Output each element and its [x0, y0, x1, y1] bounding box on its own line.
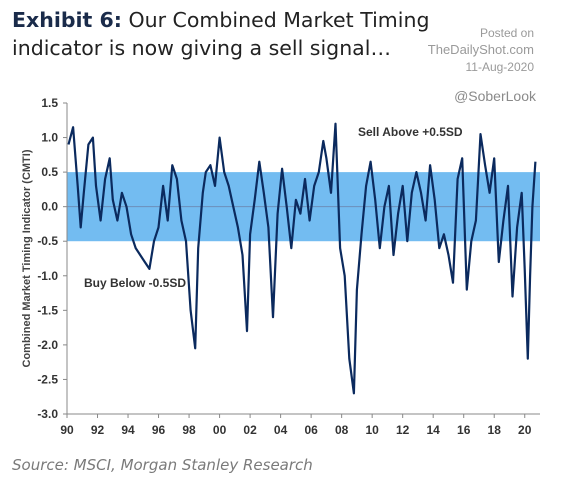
y-tick-label: 0.5: [41, 165, 58, 179]
y-tick-label: 1.5: [41, 96, 58, 110]
posted-on-label: Posted on: [479, 26, 534, 40]
x-tick-label: 18: [488, 423, 502, 437]
y-tick-label: -2.5: [37, 372, 58, 386]
posted-stamp: Posted on TheDailyShot.com 11-Aug-2020: [428, 26, 534, 76]
y-tick-label: -1.5: [37, 303, 58, 317]
x-tick-label: 90: [60, 423, 74, 437]
source-note: Source: MSCI, Morgan Stanley Research: [12, 456, 313, 474]
buy-annotation: Buy Below -0.5SD: [84, 276, 186, 290]
twitter-handle: @SoberLook: [454, 88, 536, 104]
y-tick-label: -0.5: [37, 234, 58, 248]
y-tick-label: 1.0: [41, 131, 58, 145]
x-tick-label: 16: [457, 423, 471, 437]
y-axis-label: Combined Market Timing Indicator (CMTI): [21, 149, 33, 367]
x-tick-label: 96: [152, 423, 166, 437]
x-tick-label: 06: [304, 423, 318, 437]
site-label: TheDailyShot.com: [427, 42, 534, 57]
x-tick-label: 14: [427, 423, 441, 437]
cmti-series-line: [67, 122, 537, 395]
x-tick-label: 00: [213, 423, 227, 437]
x-tick-label: 12: [396, 423, 410, 437]
x-tick-label: 92: [91, 423, 105, 437]
sell-annotation: Sell Above +0.5SD: [358, 125, 463, 139]
chart-title: Exhibit 6: Our Combined Market Timing in…: [12, 6, 432, 62]
exhibit-label: Exhibit 6:: [12, 8, 122, 32]
date-label: 11-Aug-2020: [465, 60, 535, 74]
y-tick-label: -1.0: [37, 269, 58, 283]
x-tick-label: 02: [243, 423, 257, 437]
title-text: Our Combined Market Timing indicator is …: [12, 8, 430, 60]
x-tick-label: 20: [518, 423, 532, 437]
x-tick-label: 94: [121, 423, 135, 437]
x-tick-label: 04: [274, 423, 288, 437]
y-tick-label: 0.0: [41, 200, 58, 214]
x-tick-label: 08: [335, 423, 349, 437]
y-tick-label: -3.0: [37, 407, 58, 421]
x-tick-label: 98: [182, 423, 196, 437]
x-tick-label: 10: [365, 423, 379, 437]
y-tick-label: -2.0: [37, 338, 58, 352]
